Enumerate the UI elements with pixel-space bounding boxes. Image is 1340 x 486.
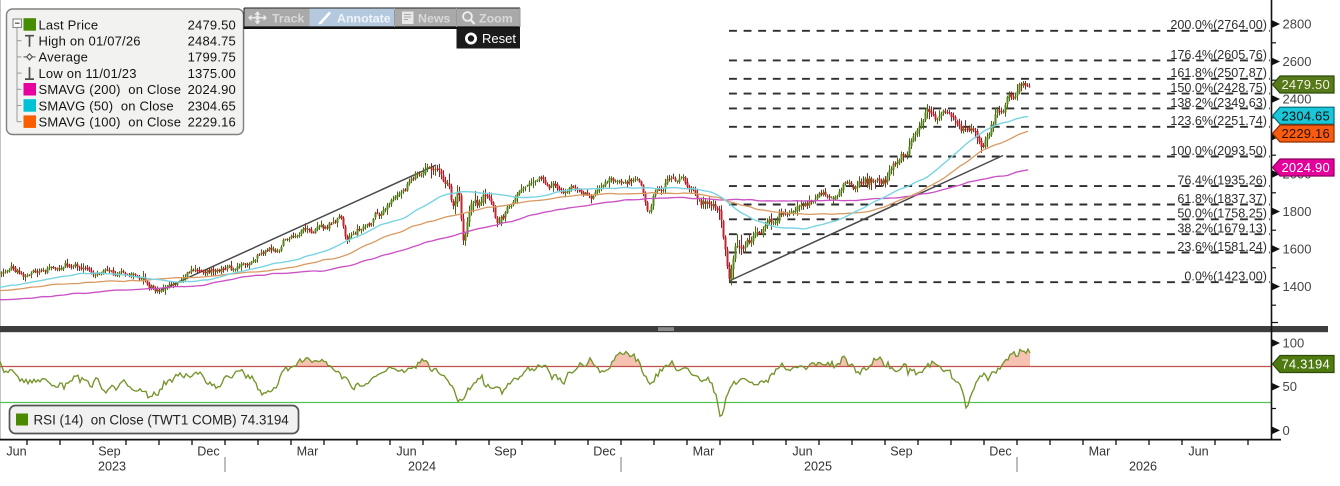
svg-text:Jun: Jun	[6, 445, 26, 459]
svg-text:Annotate: Annotate	[337, 11, 391, 25]
svg-text:SMAVG (50) on Close: SMAVG (50) on Close	[39, 98, 174, 113]
svg-text:2484.75: 2484.75	[188, 34, 236, 49]
svg-text:61.8%(1837.37): 61.8%(1837.37)	[1177, 192, 1267, 206]
svg-text:Dec: Dec	[989, 445, 1011, 459]
svg-text:2800: 2800	[1283, 17, 1312, 32]
svg-text:176.4%(2605.76): 176.4%(2605.76)	[1170, 48, 1267, 62]
svg-text:Mar: Mar	[1089, 445, 1111, 459]
svg-text:76.4%(1935.26): 76.4%(1935.26)	[1177, 174, 1267, 188]
svg-text:2024.90: 2024.90	[188, 82, 236, 97]
svg-text:2304.65: 2304.65	[1282, 108, 1330, 123]
svg-text:News: News	[418, 11, 450, 25]
svg-text:Sep: Sep	[98, 445, 120, 459]
svg-text:Last Price: Last Price	[39, 17, 99, 32]
svg-text:23.6%(1581.24): 23.6%(1581.24)	[1177, 240, 1267, 254]
svg-text:Mar: Mar	[297, 445, 319, 459]
svg-text:1800: 1800	[1283, 204, 1312, 219]
svg-text:Zoom: Zoom	[479, 11, 513, 25]
svg-text:38.2%(1679.13): 38.2%(1679.13)	[1177, 222, 1267, 236]
svg-text:123.6%(2251.74): 123.6%(2251.74)	[1170, 114, 1267, 128]
svg-text:2400: 2400	[1283, 92, 1312, 107]
svg-text:RSI (14) on Close (TWT1 COMB): RSI (14) on Close (TWT1 COMB) 74.3194	[34, 412, 290, 427]
svg-text:1600: 1600	[1283, 242, 1312, 257]
svg-text:High on 01/07/26: High on 01/07/26	[39, 34, 141, 49]
svg-text:0: 0	[1283, 423, 1290, 438]
svg-text:Sep: Sep	[494, 445, 516, 459]
svg-text:SMAVG (200) on Close: SMAVG (200) on Close	[39, 82, 182, 97]
svg-text:2304.65: 2304.65	[188, 98, 236, 113]
svg-text:Reset: Reset	[482, 31, 516, 46]
svg-text:Low on 11/01/23: Low on 11/01/23	[39, 66, 137, 81]
svg-text:50.0%(1758.25): 50.0%(1758.25)	[1177, 207, 1267, 221]
svg-text:2025: 2025	[804, 460, 832, 474]
svg-text:1375.00: 1375.00	[188, 66, 236, 81]
svg-text:2024.90: 2024.90	[1282, 160, 1330, 175]
svg-text:2479.50: 2479.50	[188, 17, 236, 32]
svg-text:Jun: Jun	[792, 445, 812, 459]
svg-text:Jun: Jun	[396, 445, 416, 459]
svg-text:200.0%(2764.00): 200.0%(2764.00)	[1170, 18, 1267, 32]
svg-text:Sep: Sep	[890, 445, 912, 459]
svg-text:2229.16: 2229.16	[1282, 126, 1330, 141]
svg-text:138.2%(2349.63): 138.2%(2349.63)	[1170, 96, 1267, 110]
svg-text:161.8%(2507.87): 161.8%(2507.87)	[1170, 66, 1267, 80]
svg-text:2026: 2026	[1129, 460, 1157, 474]
svg-text:2023: 2023	[98, 460, 126, 474]
svg-text:2479.50: 2479.50	[1282, 77, 1330, 92]
svg-text:SMAVG (100) on Close: SMAVG (100) on Close	[39, 115, 182, 130]
svg-text:Average: Average	[39, 50, 89, 65]
svg-text:Dec: Dec	[593, 445, 615, 459]
svg-text:50: 50	[1283, 379, 1297, 394]
svg-text:1799.75: 1799.75	[188, 50, 236, 65]
svg-text:Mar: Mar	[693, 445, 715, 459]
svg-text:1400: 1400	[1283, 279, 1312, 294]
svg-text:150.0%(2428.75): 150.0%(2428.75)	[1170, 81, 1267, 95]
svg-text:74.3194: 74.3194	[1282, 357, 1330, 372]
svg-text:Track: Track	[272, 11, 304, 25]
svg-text:0.0%(1423.00): 0.0%(1423.00)	[1184, 270, 1267, 284]
svg-text:100: 100	[1283, 336, 1305, 351]
svg-text:2229.16: 2229.16	[188, 115, 236, 130]
svg-text:Jun: Jun	[1188, 445, 1208, 459]
svg-text:Dec: Dec	[197, 445, 219, 459]
svg-text:2600: 2600	[1283, 54, 1312, 69]
svg-text:2024: 2024	[408, 460, 436, 474]
svg-text:100.0%(2093.50): 100.0%(2093.50)	[1170, 144, 1267, 158]
